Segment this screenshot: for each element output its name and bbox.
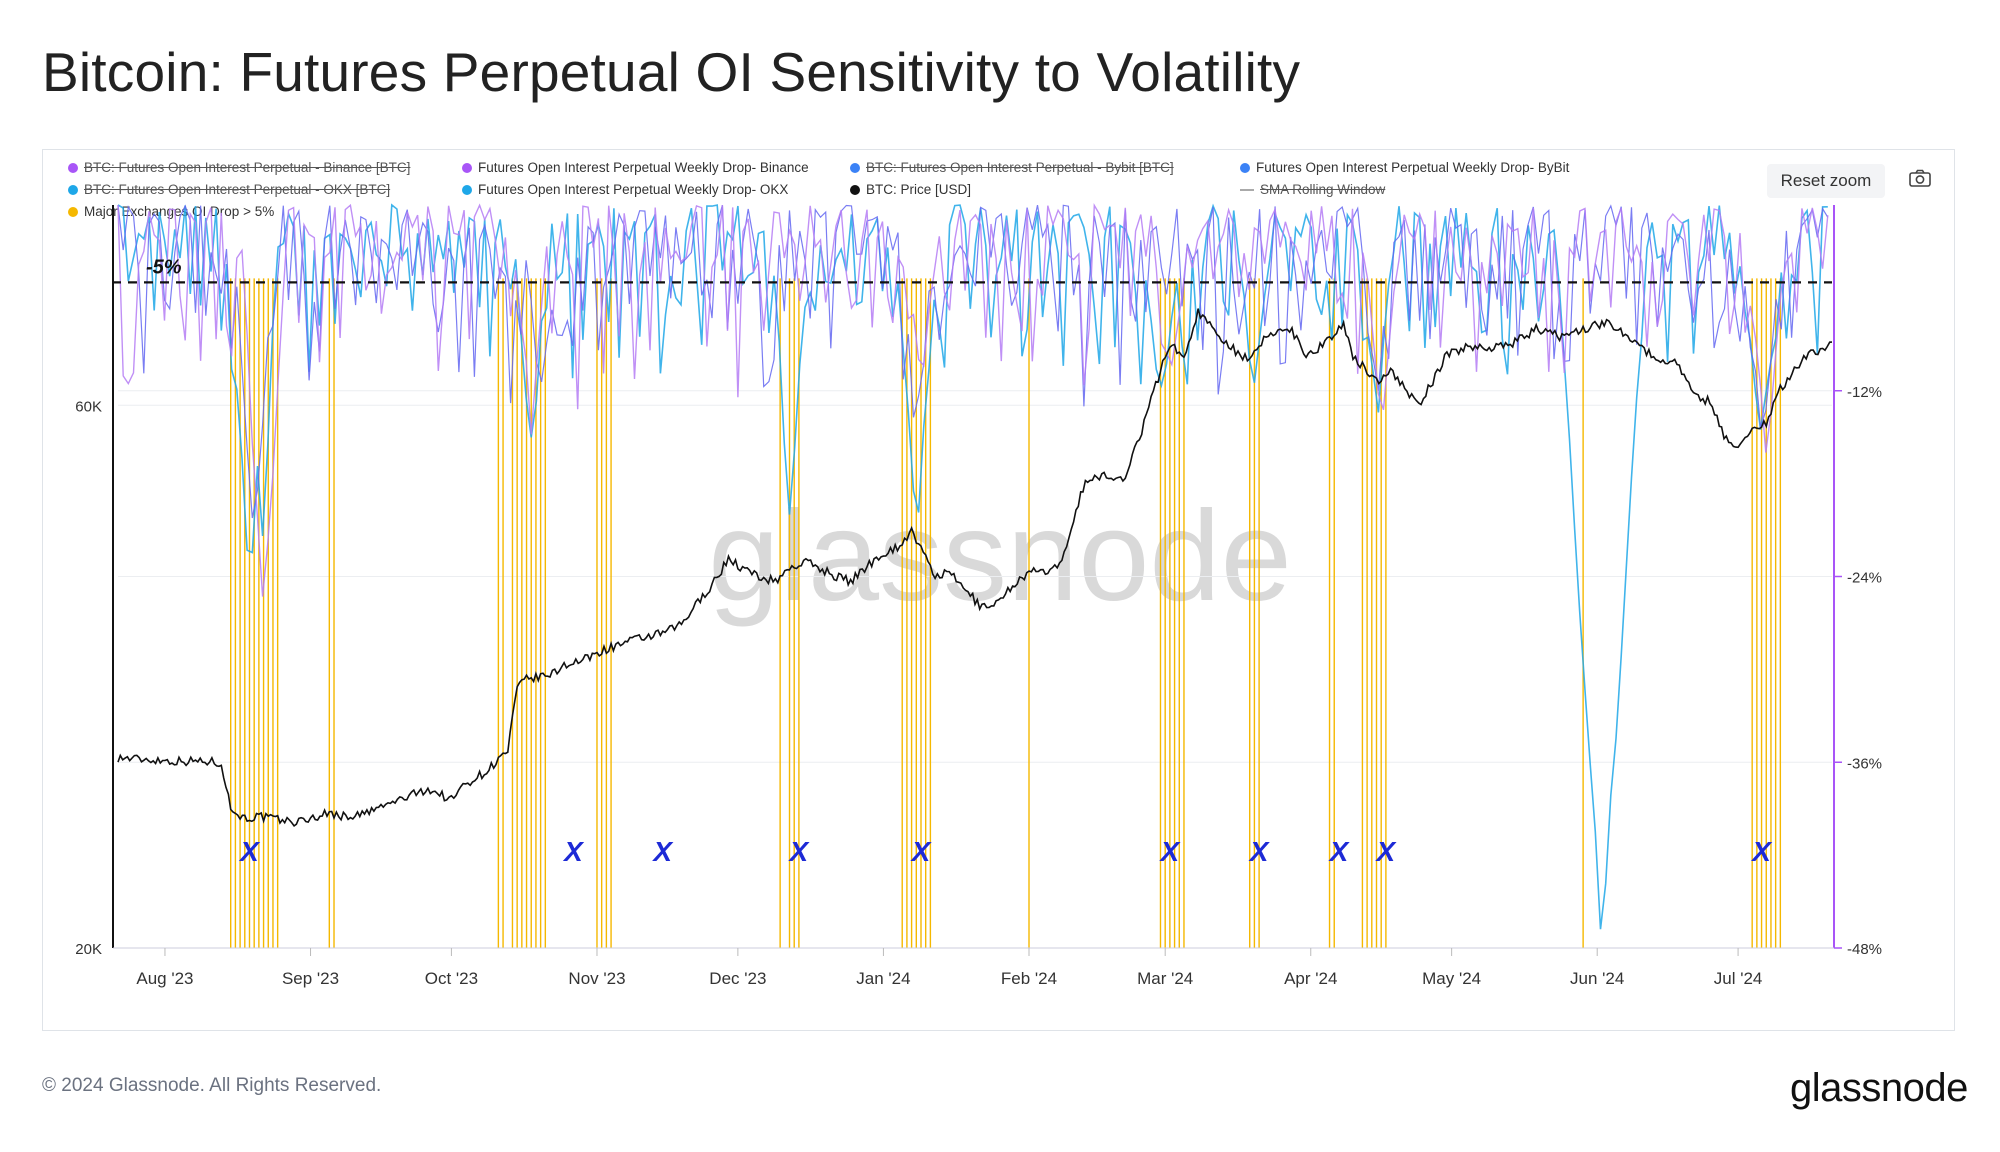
x-marker: X (238, 836, 261, 867)
legend-item-okx-drop[interactable]: Futures Open Interest Perpetual Weekly D… (462, 182, 788, 197)
watermark: glassnode (708, 485, 1292, 628)
x-tick-label: Jul '24 (1714, 969, 1763, 988)
legend-dot-icon (68, 206, 78, 217)
legend-dot-icon (462, 162, 472, 173)
y-right-tick-label: -12% (1847, 384, 1882, 401)
legend-item-binance-drop[interactable]: Futures Open Interest Perpetual Weekly D… (462, 160, 809, 175)
threshold-label: -5% (146, 256, 182, 278)
x-tick-label: Oct '23 (425, 969, 478, 988)
drop-line (117, 202, 1829, 597)
x-marker: X (1375, 836, 1398, 867)
x-tick-label: Aug '23 (136, 969, 193, 988)
legend-dot-icon (68, 184, 78, 195)
legend-item-bybit-oi[interactable]: BTC: Futures Open Interest Perpetual - B… (850, 160, 1174, 175)
copyright-footer: © 2024 Glassnode. All Rights Reserved. (42, 1075, 382, 1096)
x-tick-label: Jan '24 (856, 969, 910, 988)
x-marker: X (1328, 836, 1351, 867)
legend-item-oi-drop[interactable]: Major Exchanges OI Drop > 5% (68, 204, 274, 219)
y-right-tick-label: -48% (1847, 941, 1882, 958)
x-tick-label: Mar '24 (1137, 969, 1193, 988)
legend-item-binance-oi[interactable]: BTC: Futures Open Interest Perpetual - B… (68, 160, 410, 175)
legend-item-sma[interactable]: SMA Rolling Window (1240, 182, 1385, 197)
x-tick-label: Jun '24 (1570, 969, 1624, 988)
axes: Aug '23 Sep '23 Oct '23 Nov '23 Dec '23 Jan '… (75, 205, 1882, 988)
y-left-tick-label: 20K (75, 941, 102, 958)
x-tick-label: Apr '24 (1284, 969, 1337, 988)
y-right-tick-label: -36% (1847, 755, 1882, 772)
legend-dot-icon (850, 184, 860, 195)
page-title: Bitcoin: Futures Perpetual OI Sensitivit… (42, 41, 1301, 103)
x-marker: X (1750, 836, 1773, 867)
oi-drop-bars (230, 278, 1782, 948)
price-line (117, 308, 1833, 828)
drop-line (117, 204, 1829, 519)
y-right-tick-label: -24% (1847, 570, 1882, 587)
y-left-tick-label: 60K (75, 398, 102, 415)
legend-dot-icon (68, 162, 78, 173)
x-tick-label: Sep '23 (282, 969, 339, 988)
camera-icon[interactable] (1908, 166, 1932, 190)
price-series (117, 308, 1833, 828)
chart-frame (42, 149, 1955, 1031)
x-tick-label: Nov '23 (568, 969, 625, 988)
x-marker: X (910, 836, 933, 867)
legend-dot-icon (850, 162, 860, 173)
x-tick-label: Dec '23 (709, 969, 766, 988)
x-marker: X (1248, 836, 1271, 867)
grid-lines (118, 390, 1832, 949)
x-tick-label: Feb '24 (1001, 969, 1057, 988)
threshold-line: -5% (112, 256, 1832, 284)
legend-dot-icon (462, 184, 472, 195)
legend-item-bybit-drop[interactable]: Futures Open Interest Perpetual Weekly D… (1240, 160, 1569, 175)
brand-logo: glassnode (1790, 1066, 1968, 1110)
legend-item-price[interactable]: BTC: Price [USD] (850, 182, 971, 197)
legend-item-okx-oi[interactable]: BTC: Futures Open Interest Perpetual - O… (68, 182, 390, 197)
x-marker: X (651, 836, 674, 867)
x-tick-label: May '24 (1422, 969, 1481, 988)
bybit-drop-series (117, 204, 1829, 519)
legend-dot-icon (1240, 162, 1250, 173)
x-marker: X (788, 836, 811, 867)
x-marker: X (1159, 836, 1182, 867)
legend-line-icon (1240, 188, 1254, 191)
x-marker: X (562, 836, 585, 867)
binance-drop-series (117, 202, 1829, 597)
reset-zoom-button[interactable]: Reset zoom (1767, 164, 1885, 198)
